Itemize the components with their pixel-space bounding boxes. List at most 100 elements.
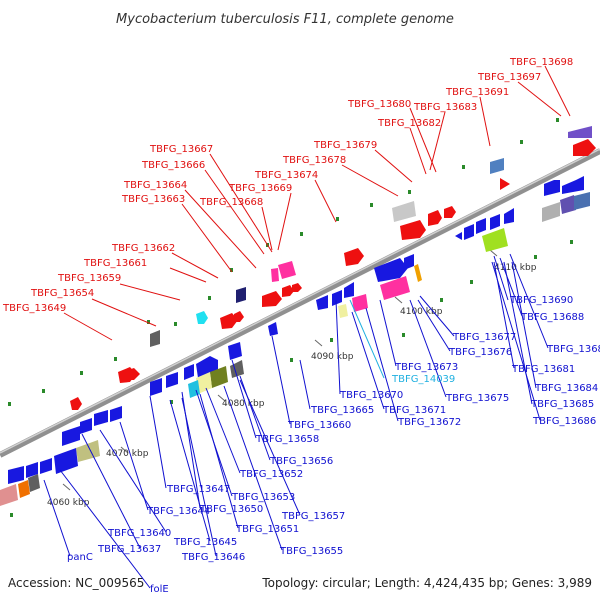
callout-line: [119, 283, 181, 301]
gene-label: TBFG_13655: [279, 546, 343, 557]
accession-text: Accession: NC_009565: [8, 576, 144, 590]
track-dash: [10, 513, 13, 517]
gene-label: TBFG_13698: [509, 57, 573, 68]
gene-label: TBFG_13657: [281, 511, 345, 522]
gene-label: TBFG_13637: [97, 544, 161, 555]
callout-line: [335, 299, 341, 395]
gene-arrow: [184, 364, 194, 380]
tick-mark: [489, 249, 498, 257]
gene-arrow: [490, 158, 504, 174]
gene-label: TBFG_13669: [228, 183, 292, 194]
track-dash: [440, 298, 443, 302]
callout-line: [204, 169, 265, 255]
track-dash: [570, 240, 573, 244]
gene-arrow: [392, 201, 416, 222]
callout-line: [491, 261, 541, 421]
gene-arrow: [500, 178, 510, 190]
gene-arrow: [150, 330, 160, 347]
callout-line: [499, 257, 523, 317]
gene-label: TBFG_13689: [546, 344, 600, 355]
gene-label: TBFG_13683: [413, 102, 477, 113]
gene-label: TBFG_13686: [532, 416, 596, 427]
gene-label: TBFG_13668: [199, 197, 263, 208]
gene-label: TBFG_13697: [477, 72, 541, 83]
track-dash: [330, 338, 333, 342]
gene-arrow: [196, 311, 208, 324]
gene-label: TBFG_13653: [231, 492, 295, 503]
gene-arrow: [560, 195, 576, 214]
callout-line: [223, 385, 283, 551]
callout-line: [544, 65, 571, 117]
gene-arrow: [220, 313, 238, 329]
gene-label: TBFG_13690: [509, 295, 573, 306]
gene-arrow: [26, 462, 38, 478]
callout-line: [277, 192, 292, 251]
gene-label: TBFG_13654: [30, 288, 94, 299]
forward-label-group: TBFG_13698 TBFG_13697 TBFG_13691 TBFG_13…: [2, 57, 573, 314]
callout-line: [239, 379, 301, 516]
track-dash: [520, 140, 523, 144]
gene-label: TBFG_13666: [141, 160, 205, 171]
callout-line: [119, 421, 149, 511]
gene-arrow: [54, 448, 78, 474]
track-dash: [462, 165, 465, 169]
callout-line: [63, 312, 113, 341]
gene-label: TBFG_13678: [282, 155, 346, 166]
track-dash: [8, 402, 11, 406]
tick-mark: [120, 446, 129, 454]
gene-arrow: [236, 287, 246, 303]
gene-label: TBFG_13663: [121, 194, 185, 205]
gene-arrow: [128, 368, 140, 380]
genome-backbone: [0, 148, 600, 458]
track-dash: [402, 333, 405, 337]
callout-line: [479, 96, 491, 147]
track-dash: [147, 320, 150, 324]
gene-label: TBFG_13688: [520, 312, 584, 323]
tick-label-4100: 4100 kbp: [400, 307, 443, 317]
callout-line: [199, 393, 239, 529]
gene-arrow: [490, 214, 500, 230]
gene-label: TBFG_13660: [287, 420, 351, 431]
rna-label: TBFG_14039: [391, 374, 455, 385]
callout-line: [239, 375, 271, 461]
track-dash: [336, 217, 339, 221]
gene-label: TBFG_13675: [445, 393, 509, 404]
gene-label: TBFG_13652: [239, 469, 303, 480]
callout-line: [59, 469, 151, 589]
gene-arrow: [262, 291, 282, 307]
gene-arrow: [40, 458, 52, 474]
gene-arrow: [544, 180, 560, 196]
tick-mark: [62, 483, 71, 491]
callout-line: [184, 189, 257, 269]
track-dash: [470, 280, 473, 284]
gene-arrow: [166, 372, 178, 388]
callout-line: [149, 395, 167, 489]
gene-label: TBFG_13645: [173, 537, 237, 548]
callout-line: [91, 298, 157, 327]
callout-line: [419, 295, 455, 337]
gene-label: TBFG_13659: [57, 273, 121, 284]
callout-line: [271, 335, 291, 425]
gene-arrow: [210, 366, 228, 388]
gene-arrow: [271, 268, 279, 282]
gene-arrow: [504, 208, 514, 224]
callout-line: [314, 179, 337, 223]
gene-arrow: [80, 418, 92, 434]
gene-arrow: [110, 406, 122, 422]
callout-line: [429, 111, 446, 171]
track-dash: [114, 357, 117, 361]
gene-label: TBFG_13670: [339, 390, 403, 401]
gene-arrow: [76, 440, 100, 462]
tick-mark: [217, 394, 226, 402]
gene-arrow: [316, 295, 328, 310]
callout-line: [205, 387, 241, 474]
gene-arrow: [344, 248, 364, 266]
callout-line: [365, 307, 399, 422]
gene-label: TBFG_13691: [445, 87, 509, 98]
track-dash: [170, 400, 173, 404]
gene-arrow: [574, 192, 590, 210]
track-dash: [174, 322, 177, 326]
callout-line: [169, 399, 211, 542]
gene-arrow: [70, 397, 82, 410]
